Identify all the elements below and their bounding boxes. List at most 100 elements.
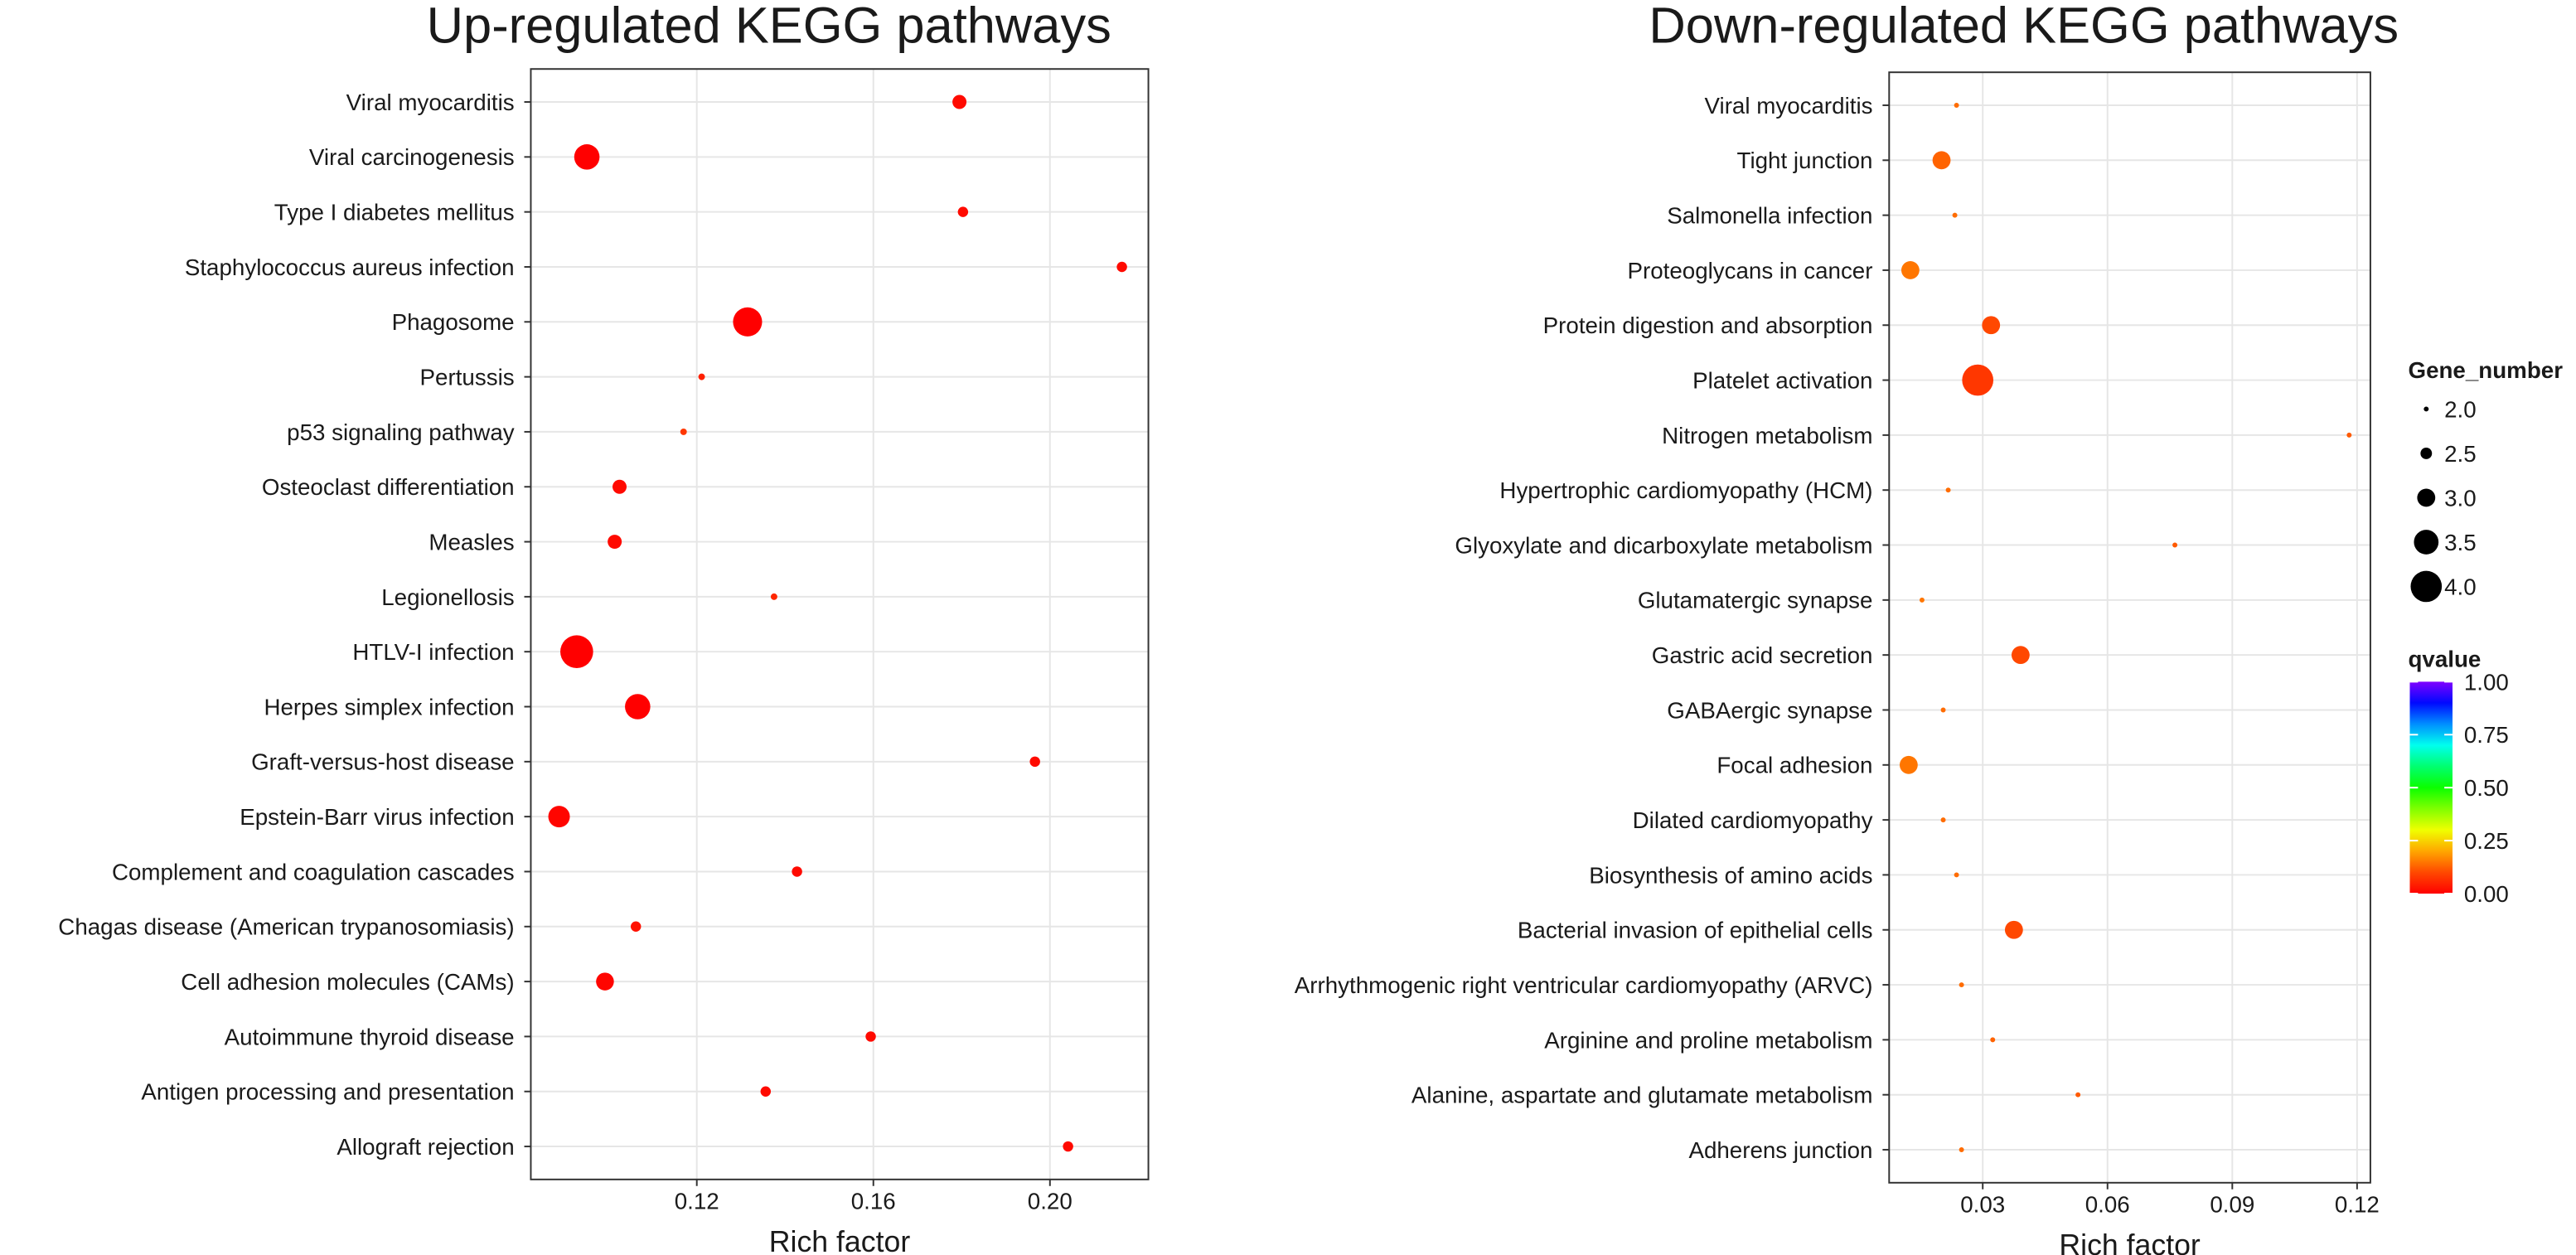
bubble — [1959, 1147, 1964, 1152]
bubble — [608, 535, 622, 550]
x-tick-label: 0.03 — [1960, 1191, 2005, 1217]
bubble — [2172, 542, 2178, 548]
y-tick-label: Arginine and proline metabolism — [1544, 1027, 1872, 1053]
y-tick-label: Bacterial invasion of epithelial cells — [1518, 918, 1873, 943]
y-tick-label: Pertussis — [420, 365, 515, 390]
y-tick-label: Allograft rejection — [337, 1134, 514, 1160]
legend-label: 2.5 — [2444, 441, 2477, 467]
legend-title: qvalue — [2409, 647, 2482, 672]
y-tick-label: Herpes simplex infection — [264, 694, 514, 720]
y-tick-label: Chagas disease (American trypanosomiasis… — [58, 914, 514, 940]
bubble — [596, 972, 614, 991]
legend-label: 3.0 — [2444, 485, 2477, 511]
chart-title: Down-regulated KEGG pathways — [1649, 0, 2399, 55]
bubble — [1899, 755, 1918, 774]
bubble — [1940, 707, 1946, 713]
bubble — [957, 206, 969, 217]
y-tick-label: Hypertrophic cardiomyopathy (HCM) — [1499, 477, 1872, 503]
bubble — [1954, 103, 1959, 108]
legend-label: 4.0 — [2444, 574, 2477, 599]
bubble — [1932, 151, 1951, 170]
legend-label: 0.25 — [2464, 828, 2509, 854]
legend-size-key — [2423, 406, 2429, 412]
bubble — [2075, 1092, 2081, 1098]
bubble — [1919, 597, 1925, 603]
legend-label: 3.5 — [2444, 530, 2477, 555]
plot-border — [530, 68, 1150, 1180]
x-tick-label: 0.09 — [2210, 1191, 2254, 1217]
y-tick-label: Autoimmune thyroid disease — [225, 1024, 515, 1049]
y-tick-label: Phagosome — [392, 309, 515, 335]
y-tick-label: Platelet activation — [1692, 367, 1872, 393]
bubble — [625, 694, 651, 720]
y-tick-label: Cell adhesion molecules (CAMs) — [181, 969, 514, 995]
bubble — [2004, 920, 2023, 939]
x-tick-label: 0.20 — [1028, 1189, 1073, 1214]
bubble — [1990, 1037, 1996, 1043]
y-tick-label: GABAergic synapse — [1667, 697, 1872, 723]
y-tick-label: p53 signaling pathway — [287, 419, 515, 445]
x-axis-label: Rich factor — [2059, 1228, 2201, 1255]
bubble — [792, 866, 802, 877]
bubble — [952, 94, 967, 109]
bubble — [1116, 261, 1127, 273]
legend-size-key — [2410, 570, 2443, 603]
x-tick-label: 0.06 — [2085, 1191, 2130, 1217]
bubble — [733, 307, 763, 337]
y-tick-label: Osteoclast differentiation — [262, 474, 515, 500]
bubble — [2011, 646, 2030, 665]
legend-label: 0.00 — [2464, 881, 2509, 907]
legend-label: 2.0 — [2444, 396, 2477, 422]
bubble — [1901, 261, 1920, 279]
y-tick-label: Viral myocarditis — [1705, 93, 1873, 119]
y-tick-label: Proteoglycans in cancer — [1627, 258, 1872, 283]
bubble — [865, 1031, 876, 1042]
bubble — [1940, 817, 1946, 823]
bubble — [630, 921, 642, 933]
legend-size-key — [2414, 530, 2439, 555]
y-tick-label: HTLV-I infection — [352, 639, 514, 665]
y-tick-label: Gastric acid secretion — [1652, 642, 1873, 668]
bubble — [548, 806, 570, 828]
bubble — [1952, 212, 1958, 218]
y-tick-label: Antigen processing and presentation — [141, 1079, 514, 1105]
y-tick-label: Focal adhesion — [1717, 753, 1872, 778]
plot-border — [1888, 71, 2371, 1184]
legend-title: Gene_number — [2409, 357, 2564, 383]
y-tick-label: Staphylococcus aureus infection — [185, 254, 515, 280]
legend-label: 0.50 — [2464, 775, 2509, 801]
bubble — [1982, 316, 2001, 335]
y-tick-label: Protein digestion and absorption — [1543, 313, 1873, 338]
y-tick-label: Type I diabetes mellitus — [274, 200, 515, 225]
x-tick-label: 0.12 — [2335, 1191, 2380, 1217]
bubble — [613, 479, 627, 494]
bubble — [1959, 982, 1964, 988]
bubble — [770, 593, 777, 600]
plot-panel — [530, 69, 1149, 1180]
bubble — [1063, 1141, 1073, 1152]
y-tick-label: Dilated cardiomyopathy — [1633, 807, 1873, 833]
y-tick-label: Glyoxylate and dicarboxylate metabolism — [1455, 532, 1872, 558]
bubble — [560, 635, 593, 669]
bubble — [2346, 432, 2352, 438]
legend-label: 0.75 — [2464, 722, 2509, 748]
y-tick-label: Measles — [429, 529, 514, 555]
bubble — [1962, 364, 1994, 396]
y-tick-label: Nitrogen metabolism — [1662, 423, 1872, 448]
y-tick-label: Complement and coagulation cascades — [112, 859, 515, 884]
y-tick-label: Arrhythmogenic right ventricular cardiom… — [1295, 972, 1873, 998]
y-tick-label: Tight junction — [1737, 148, 1873, 173]
y-tick-label: Biosynthesis of amino acids — [1589, 862, 1872, 888]
bubble — [760, 1086, 772, 1097]
y-tick-label: Adherens junction — [1688, 1137, 1872, 1163]
plot-panel — [1889, 72, 2370, 1183]
x-tick-label: 0.12 — [675, 1189, 719, 1214]
y-tick-label: Graft-versus-host disease — [251, 749, 515, 775]
bubble — [574, 144, 600, 170]
y-tick-label: Viral carcinogenesis — [309, 144, 515, 170]
y-tick-label: Alanine, aspartate and glutamate metabol… — [1411, 1083, 1873, 1108]
bubble — [1954, 872, 1959, 878]
y-tick-label: Salmonella infection — [1667, 203, 1872, 229]
